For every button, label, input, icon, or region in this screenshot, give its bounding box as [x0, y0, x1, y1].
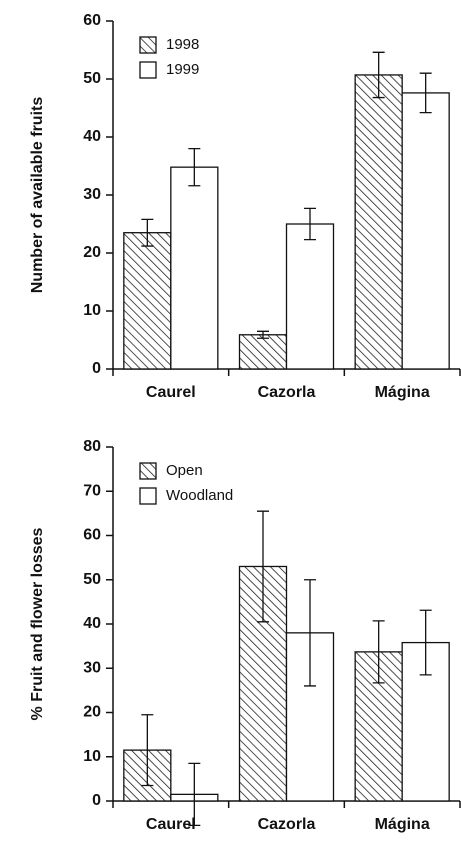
y-tick-label: 80: [83, 438, 101, 455]
x-tick-label: Cazorla: [258, 816, 316, 833]
legend-label: 1999: [166, 61, 199, 78]
y-tick-label: 30: [83, 186, 101, 203]
error-bar: [419, 72, 432, 114]
error-bar: [304, 579, 316, 687]
bar: [354, 74, 403, 370]
bar: [238, 334, 288, 370]
bar: [401, 92, 450, 370]
error-bar: [141, 714, 154, 787]
error-bar: [372, 51, 385, 99]
bar: [285, 223, 335, 370]
error-bar: [257, 510, 269, 623]
legend-swatch: [139, 61, 157, 79]
y-axis-label: % Fruit and flower losses: [29, 527, 46, 720]
error-bar: [188, 762, 201, 826]
error-bar: [419, 609, 432, 676]
x-tick-label: Mágina: [375, 816, 430, 833]
y-axis-label: Number of available fruits: [29, 97, 46, 294]
bar: [123, 232, 172, 370]
error-bar: [141, 218, 154, 247]
error-bar: [257, 330, 269, 339]
y-tick-label: 60: [83, 527, 101, 544]
x-tick-label: Caurel: [146, 816, 196, 833]
y-tick-label: 70: [83, 482, 101, 499]
error-bar: [188, 147, 201, 187]
x-tick-label: Mágina: [375, 384, 430, 401]
legend-label: Woodland: [166, 487, 233, 504]
error-bar: [304, 207, 316, 241]
y-tick-label: 40: [83, 615, 101, 632]
y-tick-label: 0: [92, 792, 101, 809]
y-tick-label: 20: [83, 244, 101, 261]
y-tick-label: 10: [83, 748, 101, 765]
legend-swatch: [139, 487, 157, 505]
legend-label: Open: [166, 462, 203, 479]
x-tick-label: Cazorla: [258, 384, 316, 401]
legend-swatch: [139, 462, 157, 480]
y-tick-label: 0: [92, 360, 101, 377]
error-bar: [372, 620, 385, 684]
y-tick-label: 50: [83, 70, 101, 87]
x-tick-label: Caurel: [146, 384, 196, 401]
legend-label: 1998: [166, 36, 199, 53]
legend-swatch: [139, 36, 157, 54]
bar: [170, 166, 219, 370]
y-tick-label: 60: [83, 12, 101, 29]
y-tick-label: 30: [83, 659, 101, 676]
y-tick-label: 50: [83, 571, 101, 588]
y-tick-label: 10: [83, 302, 101, 319]
y-tick-label: 20: [83, 704, 101, 721]
y-tick-label: 40: [83, 128, 101, 145]
